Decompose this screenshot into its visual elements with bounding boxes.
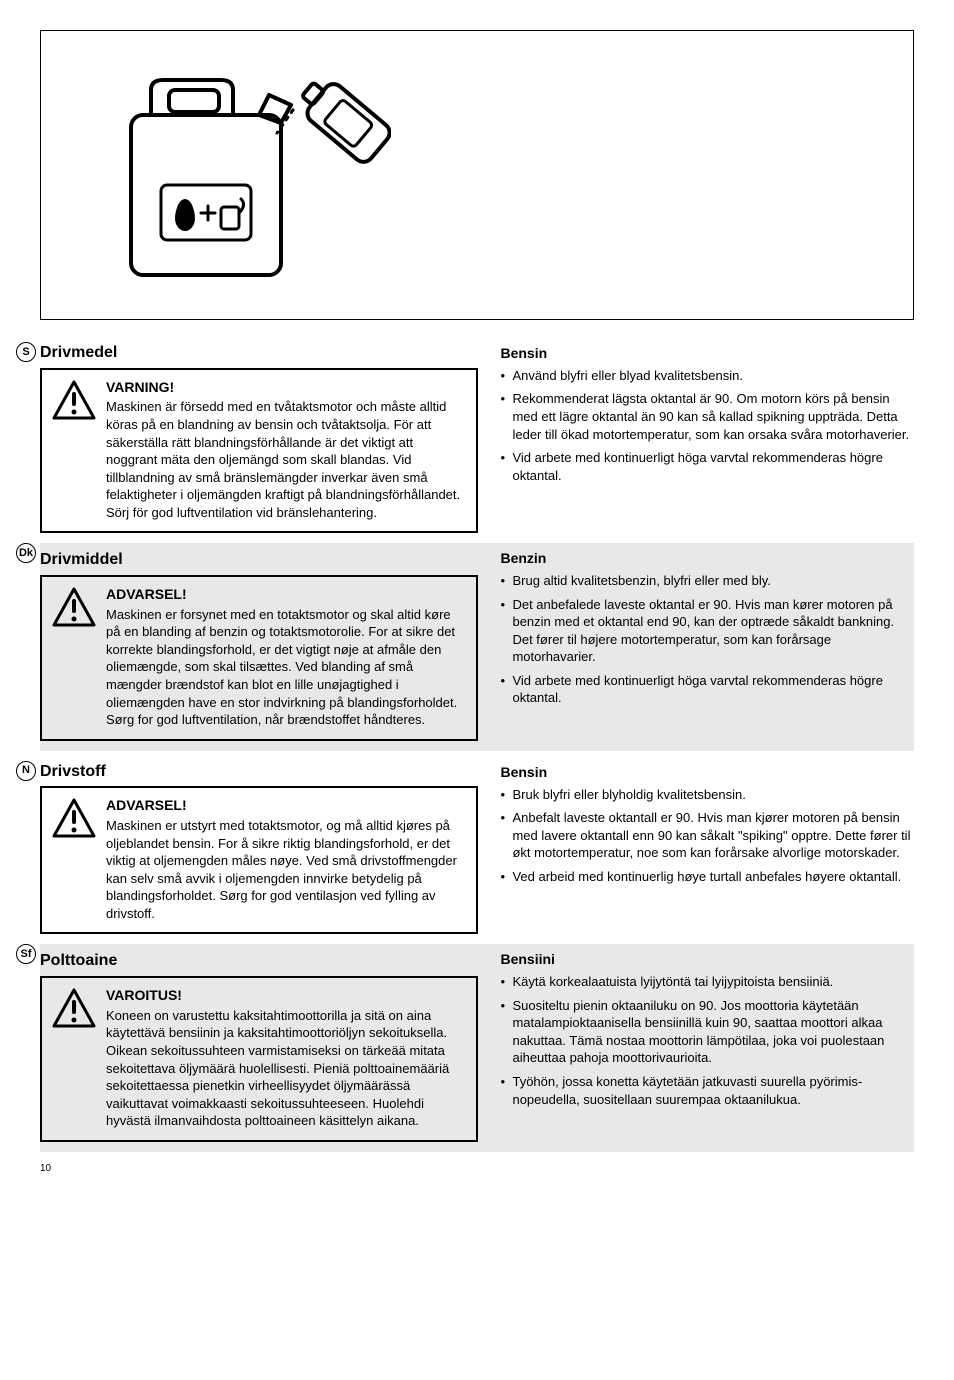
bullet-item: Vid arbete med kontinuerligt höga varvta… <box>500 449 914 484</box>
warning-body: Maskinen er utstyrt med totaktsmotor, og… <box>106 817 466 922</box>
right-column: Benzin Brug altid kvalitetsbenzin, blyfri… <box>494 543 914 750</box>
right-title: Bensiini <box>500 950 914 969</box>
language-badge: N <box>16 761 36 781</box>
warning-box: VARNING! Maskinen är försedd med en tvåt… <box>40 368 478 534</box>
right-title: Bensin <box>500 344 914 363</box>
bullet-item: Rekommenderat lägsta oktantal är 90. Om … <box>500 390 914 443</box>
right-column: Bensin Bruk blyfri eller blyholdig kvalit… <box>494 761 914 935</box>
bullet-item: Työhön, jossa konetta käytetään jatkuvas… <box>500 1073 914 1108</box>
left-column: NDrivstoff ADVARSEL! Maskinen er utstyrt… <box>40 761 494 935</box>
right-title: Bensin <box>500 763 914 782</box>
warning-label: ADVARSEL! <box>106 585 466 604</box>
left-column: DkDrivmiddel ADVARSEL! Maskinen er forsy… <box>40 543 494 750</box>
bullet-item: Suositeltu pienin oktaaniluku on 90. Jos… <box>500 997 914 1067</box>
left-column: SDrivmedel VARNING! Maskinen är försedd … <box>40 342 494 533</box>
warning-label: VARNING! <box>106 378 466 397</box>
left-column: SfPolttoaine VAROITUS! Koneen on varuste… <box>40 944 494 1151</box>
bullet-list: Bruk blyfri eller blyholdig kvalitetsben… <box>500 786 914 886</box>
section-dk: DkDrivmiddel ADVARSEL! Maskinen er forsy… <box>40 543 914 750</box>
canister-svg <box>91 55 391 295</box>
warning-body: Maskinen er forsynet med en totaktsmotor… <box>106 606 466 729</box>
bullet-item: Käytä korkealaatuista lyijytöntä tai lyi… <box>500 973 914 991</box>
language-badge: S <box>16 342 36 362</box>
bullet-item: Vid arbete med kontinuerligt höga varvta… <box>500 672 914 707</box>
section-title: Drivstoff <box>40 761 478 783</box>
warning-triangle-icon <box>52 587 96 632</box>
bullet-item: Ved arbeid med kontinuerlig høye turtall… <box>500 868 914 886</box>
warning-label: ADVARSEL! <box>106 796 466 815</box>
bullet-item: Anbefalt laveste oktantall er 90. Hvis m… <box>500 809 914 862</box>
right-column: Bensin Använd blyfri eller blyad kvalitet… <box>494 342 914 533</box>
bullet-list: Brug altid kvalitetsbenzin, blyfri eller… <box>500 572 914 707</box>
right-title: Benzin <box>500 549 914 568</box>
warning-triangle-icon <box>52 988 96 1033</box>
bullet-item: Bruk blyfri eller blyholdig kvalitetsben… <box>500 786 914 804</box>
warning-box: VAROITUS! Koneen on varustettu kaksitaht… <box>40 976 478 1142</box>
right-column: Bensiini Käytä korkealaatuista lyijytöntä… <box>494 944 914 1151</box>
language-badge: Dk <box>16 543 36 563</box>
warning-label: VAROITUS! <box>106 986 466 1005</box>
bullet-item: Brug altid kvalitetsbenzin, blyfri eller… <box>500 572 914 590</box>
page-number: 10 <box>40 1162 914 1176</box>
section-s: SDrivmedel VARNING! Maskinen är försedd … <box>40 342 914 533</box>
bullet-item: Använd blyfri eller blyad kvalitetsbensi… <box>500 367 914 385</box>
warning-box: ADVARSEL! Maskinen er utstyrt med totakt… <box>40 786 478 934</box>
bullet-list: Använd blyfri eller blyad kvalitetsbensi… <box>500 367 914 484</box>
bullet-item: Det anbefalede laveste oktantal er 90. H… <box>500 596 914 666</box>
bullet-list: Käytä korkealaatuista lyijytöntä tai lyi… <box>500 973 914 1108</box>
section-title: Drivmedel <box>40 342 478 364</box>
language-badge: Sf <box>16 944 36 964</box>
warning-box: ADVARSEL! Maskinen er forsynet med en to… <box>40 575 478 741</box>
warning-body: Koneen on varustettu kaksitahtimoottoril… <box>106 1007 466 1130</box>
section-title: Drivmiddel <box>40 549 478 571</box>
warning-body: Maskinen är försedd med en tvåtaktsmotor… <box>106 398 466 521</box>
fuel-mix-illustration <box>40 30 914 320</box>
warning-triangle-icon <box>52 798 96 843</box>
section-title: Polttoaine <box>40 950 478 972</box>
warning-triangle-icon <box>52 380 96 425</box>
section-sf: SfPolttoaine VAROITUS! Koneen on varuste… <box>40 944 914 1151</box>
section-n: NDrivstoff ADVARSEL! Maskinen er utstyrt… <box>40 761 914 935</box>
